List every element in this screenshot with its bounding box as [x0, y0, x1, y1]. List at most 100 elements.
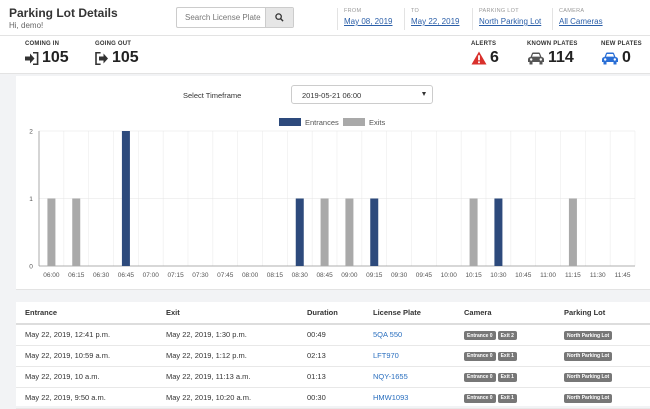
- camera-in-badge: Entrance 0: [464, 351, 496, 361]
- car-icon: [528, 52, 544, 64]
- cell-camera: Entrance 0 Exit 2: [455, 324, 555, 346]
- search-button[interactable]: [265, 8, 293, 27]
- x-tick-label: 08:00: [242, 272, 259, 279]
- timeframe-label: Select Timeframe: [183, 91, 242, 100]
- filter-to-value[interactable]: May 22, 2019: [411, 17, 460, 26]
- car-icon: [602, 52, 618, 64]
- column-header-entrance: Entrance: [16, 302, 157, 325]
- filter-from-value[interactable]: May 08, 2019: [344, 17, 393, 26]
- x-tick-label: 06:15: [68, 272, 85, 279]
- column-header-license-plate: License Plate: [364, 302, 455, 325]
- column-header-duration: Duration: [298, 302, 364, 325]
- camera-in-badge: Entrance 0: [464, 393, 496, 403]
- x-tick-label: 06:00: [43, 272, 60, 279]
- stat-known-plates: KNOWN PLATES 114: [527, 41, 578, 67]
- filter-camera-value[interactable]: All Cameras: [559, 17, 603, 26]
- cell-duration: 01:13: [298, 366, 364, 388]
- stat-label: COMING IN: [25, 41, 60, 47]
- bar-exits: [72, 198, 81, 266]
- camera-in-badge: Entrance 0: [464, 331, 496, 340]
- cell-camera: Entrance 0 Exit 1: [455, 345, 555, 367]
- filter-parking-lot-value[interactable]: North Parking Lot: [479, 17, 542, 26]
- warning-icon: [471, 51, 487, 65]
- bar-exits: [469, 198, 478, 266]
- stat-going-out: GOING OUT 105: [95, 41, 139, 67]
- x-tick-label: 09:30: [391, 272, 408, 279]
- x-tick-label: 11:00: [540, 272, 556, 279]
- x-tick-label: 11:30: [590, 272, 606, 279]
- cell-entrance: May 22, 2019, 9:50 a.m.: [16, 387, 157, 409]
- x-tick-label: 10:45: [515, 272, 532, 279]
- cell-license-plate-link[interactable]: NQY-1655: [364, 366, 455, 388]
- stat-value: 105: [42, 49, 69, 66]
- legend-label: Entrances: [305, 118, 339, 127]
- bar-entrances: [121, 131, 130, 266]
- stat-coming-in: COMING IN 105: [25, 41, 69, 67]
- camera-out-badge: Exit 2: [497, 331, 517, 340]
- cell-parking-lot: North Parking Lot: [555, 387, 650, 409]
- y-tick-label: 2: [29, 129, 33, 136]
- legend-swatch: [343, 118, 365, 126]
- cell-entrance: May 22, 2019, 10 a.m.: [16, 366, 157, 388]
- table-row: May 22, 2019, 10 a.m. May 22, 2019, 11:1…: [16, 366, 650, 388]
- filter-camera-label: CAMERA: [559, 8, 585, 14]
- filter-parking-lot: PARKING LOT North Parking Lot: [472, 8, 541, 30]
- timeframe-value: 2019-05-21 06:00: [302, 91, 362, 100]
- table-header-row: Entrance Exit Duration License Plate Cam…: [16, 302, 650, 325]
- x-tick-label: 07:45: [217, 272, 234, 279]
- legend-label: Exits: [369, 118, 386, 127]
- filter-from: FROM May 08, 2019: [337, 8, 392, 30]
- table-row: May 22, 2019, 9:50 a.m. May 22, 2019, 10…: [16, 387, 650, 409]
- cell-license-plate-link[interactable]: LFT970: [364, 345, 455, 367]
- column-header-exit: Exit: [157, 302, 298, 325]
- cell-camera: Entrance 0 Exit 1: [455, 366, 555, 388]
- filter-to-label: TO: [411, 8, 420, 14]
- top-header: Parking Lot Details Hi, demo! FROM May 0…: [0, 0, 650, 36]
- cell-duration: 00:30: [298, 387, 364, 409]
- camera-out-badge: Exit 1: [497, 372, 517, 382]
- bar-exits: [320, 198, 329, 266]
- camera-in-badge: Entrance 0: [464, 372, 496, 382]
- parking-lot-badge: North Parking Lot: [564, 351, 613, 361]
- bar-entrances: [494, 198, 503, 266]
- search-input[interactable]: [177, 8, 265, 27]
- x-tick-label: 11:15: [565, 272, 581, 279]
- filter-to: TO May 22, 2019: [404, 8, 459, 30]
- cell-license-plate-link[interactable]: 5QA 550: [364, 324, 455, 346]
- cell-duration: 00:49: [298, 324, 364, 346]
- cell-license-plate-link[interactable]: HMW1093: [364, 387, 455, 409]
- camera-out-badge: Exit 1: [497, 351, 517, 361]
- cell-parking-lot: North Parking Lot: [555, 324, 650, 346]
- table-row: May 22, 2019, 12:41 p.m. May 22, 2019, 1…: [16, 324, 650, 346]
- license-plate-search: [176, 7, 294, 28]
- stats-bar: COMING IN 105 GOING OUT 105 ALERTS: [0, 36, 650, 74]
- x-tick-label: 06:45: [118, 272, 135, 279]
- sign-in-icon: [25, 51, 39, 65]
- cell-exit: May 22, 2019, 1:30 p.m.: [157, 324, 298, 346]
- stat-label: GOING OUT: [95, 41, 132, 47]
- x-tick-label: 07:00: [143, 272, 160, 279]
- chevron-down-icon: [422, 92, 426, 96]
- stat-label: NEW PLATES: [601, 41, 642, 47]
- stat-value: 6: [490, 49, 499, 66]
- x-tick-label: 11:45: [615, 272, 631, 279]
- stat-value: 105: [112, 49, 139, 66]
- x-tick-label: 07:30: [192, 272, 209, 279]
- column-header-camera: Camera: [455, 302, 555, 325]
- x-tick-label: 10:15: [465, 272, 482, 279]
- x-tick-label: 08:45: [316, 272, 333, 279]
- x-tick-label: 07:15: [167, 272, 184, 279]
- events-table-card: Entrance Exit Duration License Plate Cam…: [16, 302, 650, 409]
- filter-from-label: FROM: [344, 8, 362, 14]
- legend-swatch: [279, 118, 301, 126]
- x-tick-label: 09:45: [416, 272, 433, 279]
- cell-exit: May 22, 2019, 11:13 a.m.: [157, 366, 298, 388]
- bar-entrances: [295, 198, 304, 266]
- timeframe-select[interactable]: 2019-05-21 06:00: [291, 85, 433, 104]
- column-header-parking-lot: Parking Lot: [555, 302, 650, 325]
- cell-duration: 02:13: [298, 345, 364, 367]
- sign-out-icon: [95, 51, 108, 65]
- stat-alerts: ALERTS 6: [471, 41, 499, 67]
- x-tick-label: 09:15: [366, 272, 383, 279]
- bar-entrances: [370, 198, 379, 266]
